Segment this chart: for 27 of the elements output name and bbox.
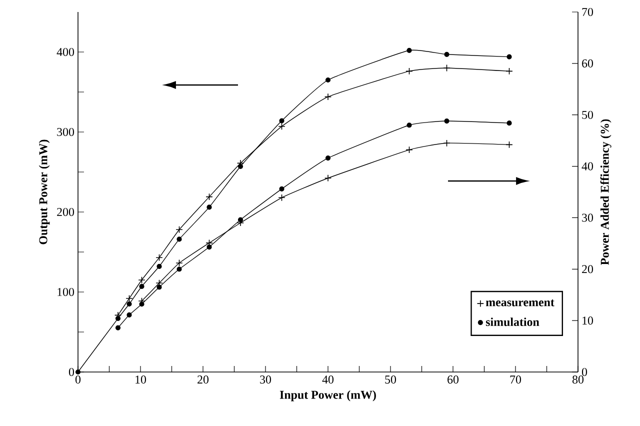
y2-tick-label: 70	[582, 8, 594, 16]
y-tick-label: 0	[68, 368, 74, 376]
y-tick-label: 400	[56, 48, 74, 56]
y-tick-label: 300	[57, 128, 74, 136]
y2-tick-label: 40	[582, 162, 594, 170]
legend-label: simulation	[486, 318, 540, 326]
x-tick-label: 20	[198, 376, 209, 384]
y-axis-title: Output Power (mW)	[38, 140, 50, 244]
y-tick-label: 100	[58, 288, 74, 296]
x-tick-label: 80	[572, 376, 584, 384]
x-tick-label: 40	[322, 376, 334, 384]
x-tick-label: 30	[260, 376, 272, 384]
y2-axis-title: Power Added Efficiency (%)	[600, 119, 612, 266]
y2-tick-label: 0	[582, 368, 588, 376]
y2-tick-label: 20	[582, 265, 594, 274]
y2-tick-label: 50	[582, 110, 594, 119]
y2-tick-label: 30	[582, 214, 594, 222]
x-tick-label: 0	[75, 376, 81, 384]
y-tick-label: 200	[57, 208, 74, 216]
x-axis-title: Input Power (mW)	[280, 390, 376, 402]
x-tick-label: 50	[385, 376, 396, 384]
x-tick-label: 60	[448, 376, 459, 384]
x-tick-label: 10	[136, 376, 146, 384]
y2-tick-label: 60	[582, 59, 594, 68]
y2-tick-label: 10	[582, 316, 594, 325]
legend-label: measurement	[486, 299, 554, 306]
x-tick-label: 70	[510, 376, 522, 384]
